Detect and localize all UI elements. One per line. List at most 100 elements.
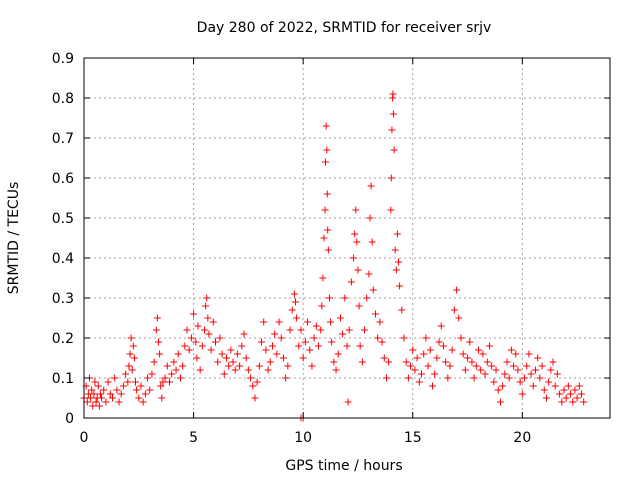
data-point bbox=[361, 326, 369, 334]
data-point bbox=[170, 358, 178, 366]
data-point bbox=[198, 342, 206, 350]
data-point bbox=[428, 382, 436, 390]
data-point bbox=[284, 362, 292, 370]
data-point bbox=[129, 342, 137, 350]
data-point bbox=[148, 370, 156, 378]
data-point bbox=[413, 354, 421, 362]
data-point bbox=[286, 326, 294, 334]
data-point bbox=[295, 342, 303, 350]
data-point bbox=[247, 374, 255, 382]
data-point bbox=[190, 310, 198, 318]
data-point bbox=[334, 350, 342, 358]
data-point bbox=[87, 394, 95, 402]
data-point bbox=[418, 370, 426, 378]
data-point bbox=[181, 342, 189, 350]
data-point bbox=[407, 362, 415, 370]
data-point bbox=[273, 350, 281, 358]
data-point bbox=[538, 362, 546, 370]
data-point bbox=[203, 294, 211, 302]
data-point bbox=[553, 370, 561, 378]
data-point bbox=[158, 394, 166, 402]
x-tick-label: 0 bbox=[80, 430, 89, 446]
data-point bbox=[128, 366, 136, 374]
x-tick-label: 15 bbox=[404, 430, 422, 446]
data-point bbox=[514, 366, 522, 374]
data-point bbox=[358, 358, 366, 366]
data-point bbox=[396, 282, 404, 290]
data-point bbox=[127, 334, 135, 342]
data-point bbox=[249, 382, 257, 390]
data-point bbox=[564, 382, 572, 390]
data-point bbox=[176, 374, 184, 382]
data-point bbox=[580, 398, 588, 406]
data-point bbox=[483, 358, 491, 366]
data-point bbox=[202, 302, 210, 310]
data-point bbox=[380, 354, 388, 362]
data-point bbox=[512, 350, 520, 358]
data-point bbox=[321, 206, 329, 214]
data-point bbox=[117, 390, 125, 398]
data-point bbox=[141, 390, 149, 398]
data-point bbox=[529, 382, 537, 390]
data-point bbox=[218, 350, 226, 358]
data-point bbox=[422, 334, 430, 342]
data-point bbox=[345, 326, 353, 334]
data-point bbox=[319, 274, 327, 282]
data-point bbox=[310, 334, 318, 342]
data-point bbox=[341, 294, 349, 302]
x-tick-label: 5 bbox=[189, 430, 198, 446]
data-point bbox=[503, 358, 511, 366]
y-tick-label: 0 bbox=[65, 411, 74, 427]
data-point bbox=[470, 374, 478, 382]
data-point bbox=[146, 386, 154, 394]
data-point bbox=[363, 294, 371, 302]
data-point bbox=[571, 386, 579, 394]
data-point bbox=[216, 334, 224, 342]
data-point bbox=[157, 382, 165, 390]
x-axis-label: GPS time / hours bbox=[285, 458, 402, 474]
data-point bbox=[558, 398, 566, 406]
data-point bbox=[227, 346, 235, 354]
data-point bbox=[488, 362, 496, 370]
data-point bbox=[450, 306, 458, 314]
data-point bbox=[518, 390, 526, 398]
data-point bbox=[196, 366, 204, 374]
data-point bbox=[323, 190, 331, 198]
data-point bbox=[297, 326, 305, 334]
y-tick-label: 0.9 bbox=[52, 51, 74, 67]
data-point bbox=[306, 346, 314, 354]
data-point bbox=[264, 366, 272, 374]
data-point bbox=[137, 382, 145, 390]
data-point bbox=[115, 398, 123, 406]
data-point bbox=[481, 370, 489, 378]
data-point bbox=[100, 386, 108, 394]
data-point bbox=[439, 342, 447, 350]
data-point bbox=[317, 326, 325, 334]
data-point bbox=[251, 394, 259, 402]
data-point bbox=[94, 382, 102, 390]
data-point bbox=[415, 378, 423, 386]
data-point bbox=[468, 358, 476, 366]
data-point bbox=[560, 386, 568, 394]
y-tick-label: 0.2 bbox=[52, 331, 74, 347]
data-point bbox=[567, 390, 575, 398]
data-point bbox=[549, 358, 557, 366]
data-point bbox=[573, 394, 581, 402]
y-tick-label: 0.4 bbox=[52, 251, 74, 267]
data-point bbox=[404, 374, 412, 382]
data-point bbox=[253, 378, 261, 386]
data-point bbox=[442, 358, 450, 366]
data-point bbox=[389, 110, 397, 118]
chart-title: Day 280 of 2022, SRMTID for receiver srj… bbox=[197, 20, 492, 36]
data-point bbox=[453, 286, 461, 294]
data-point bbox=[125, 362, 133, 370]
data-point bbox=[521, 374, 529, 382]
data-point bbox=[266, 358, 274, 366]
data-point bbox=[299, 354, 307, 362]
data-point bbox=[374, 334, 382, 342]
data-point bbox=[525, 350, 533, 358]
data-point bbox=[420, 350, 428, 358]
data-point bbox=[523, 362, 531, 370]
data-point bbox=[91, 378, 99, 386]
data-point bbox=[207, 346, 215, 354]
